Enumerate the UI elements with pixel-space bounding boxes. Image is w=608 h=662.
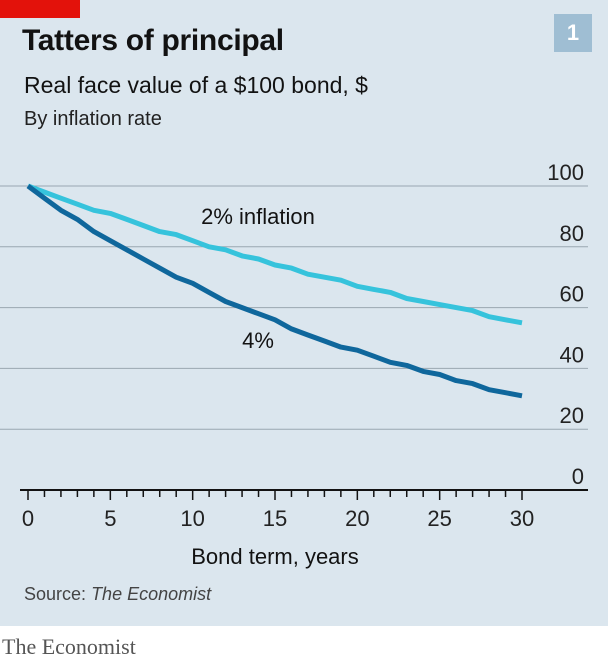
chart-subsubtitle: By inflation rate [24, 108, 162, 130]
chart-subtitle: Real face value of a $100 bond, $ [24, 72, 368, 98]
source-label: Source: [24, 584, 87, 604]
y-tick-label-0: 0 [572, 464, 584, 489]
y-tick-label-60: 60 [560, 282, 584, 307]
footer-brand: The Economist [2, 634, 136, 659]
chart-panel [0, 0, 608, 626]
x-tick-label-10: 10 [180, 506, 204, 531]
x-tick-label-5: 5 [104, 506, 116, 531]
x-tick-label-15: 15 [263, 506, 287, 531]
x-tick-label-20: 20 [345, 506, 369, 531]
x-tick-label-25: 25 [427, 506, 451, 531]
line-chart: 0 20 40 60 80 100 0 5 10 15 20 25 30 Bond term, years… [0, 160, 588, 569]
y-tick-label-20: 20 [560, 403, 584, 428]
x-tick-label-30: 30 [510, 506, 534, 531]
source-publication: The Economist [91, 584, 212, 604]
series-label-2pct: 2% inflation [201, 204, 315, 229]
brand-red-tag [0, 0, 80, 18]
series-line-2pct [27, 183, 523, 326]
y-tick-label-40: 40 [560, 342, 584, 367]
chart-number-badge: 1 [554, 14, 592, 52]
x-axis-title: Bond term, years [191, 544, 359, 569]
series-line-4pct [26, 183, 523, 399]
chart-title: Tatters of principal [22, 24, 284, 57]
series-label-4pct: 4% [242, 328, 274, 353]
y-tick-label-100: 100 [547, 160, 584, 185]
x-tick-label-0: 0 [22, 506, 34, 531]
source-note: Source: The Economist [24, 584, 211, 605]
y-tick-label-80: 80 [560, 221, 584, 246]
